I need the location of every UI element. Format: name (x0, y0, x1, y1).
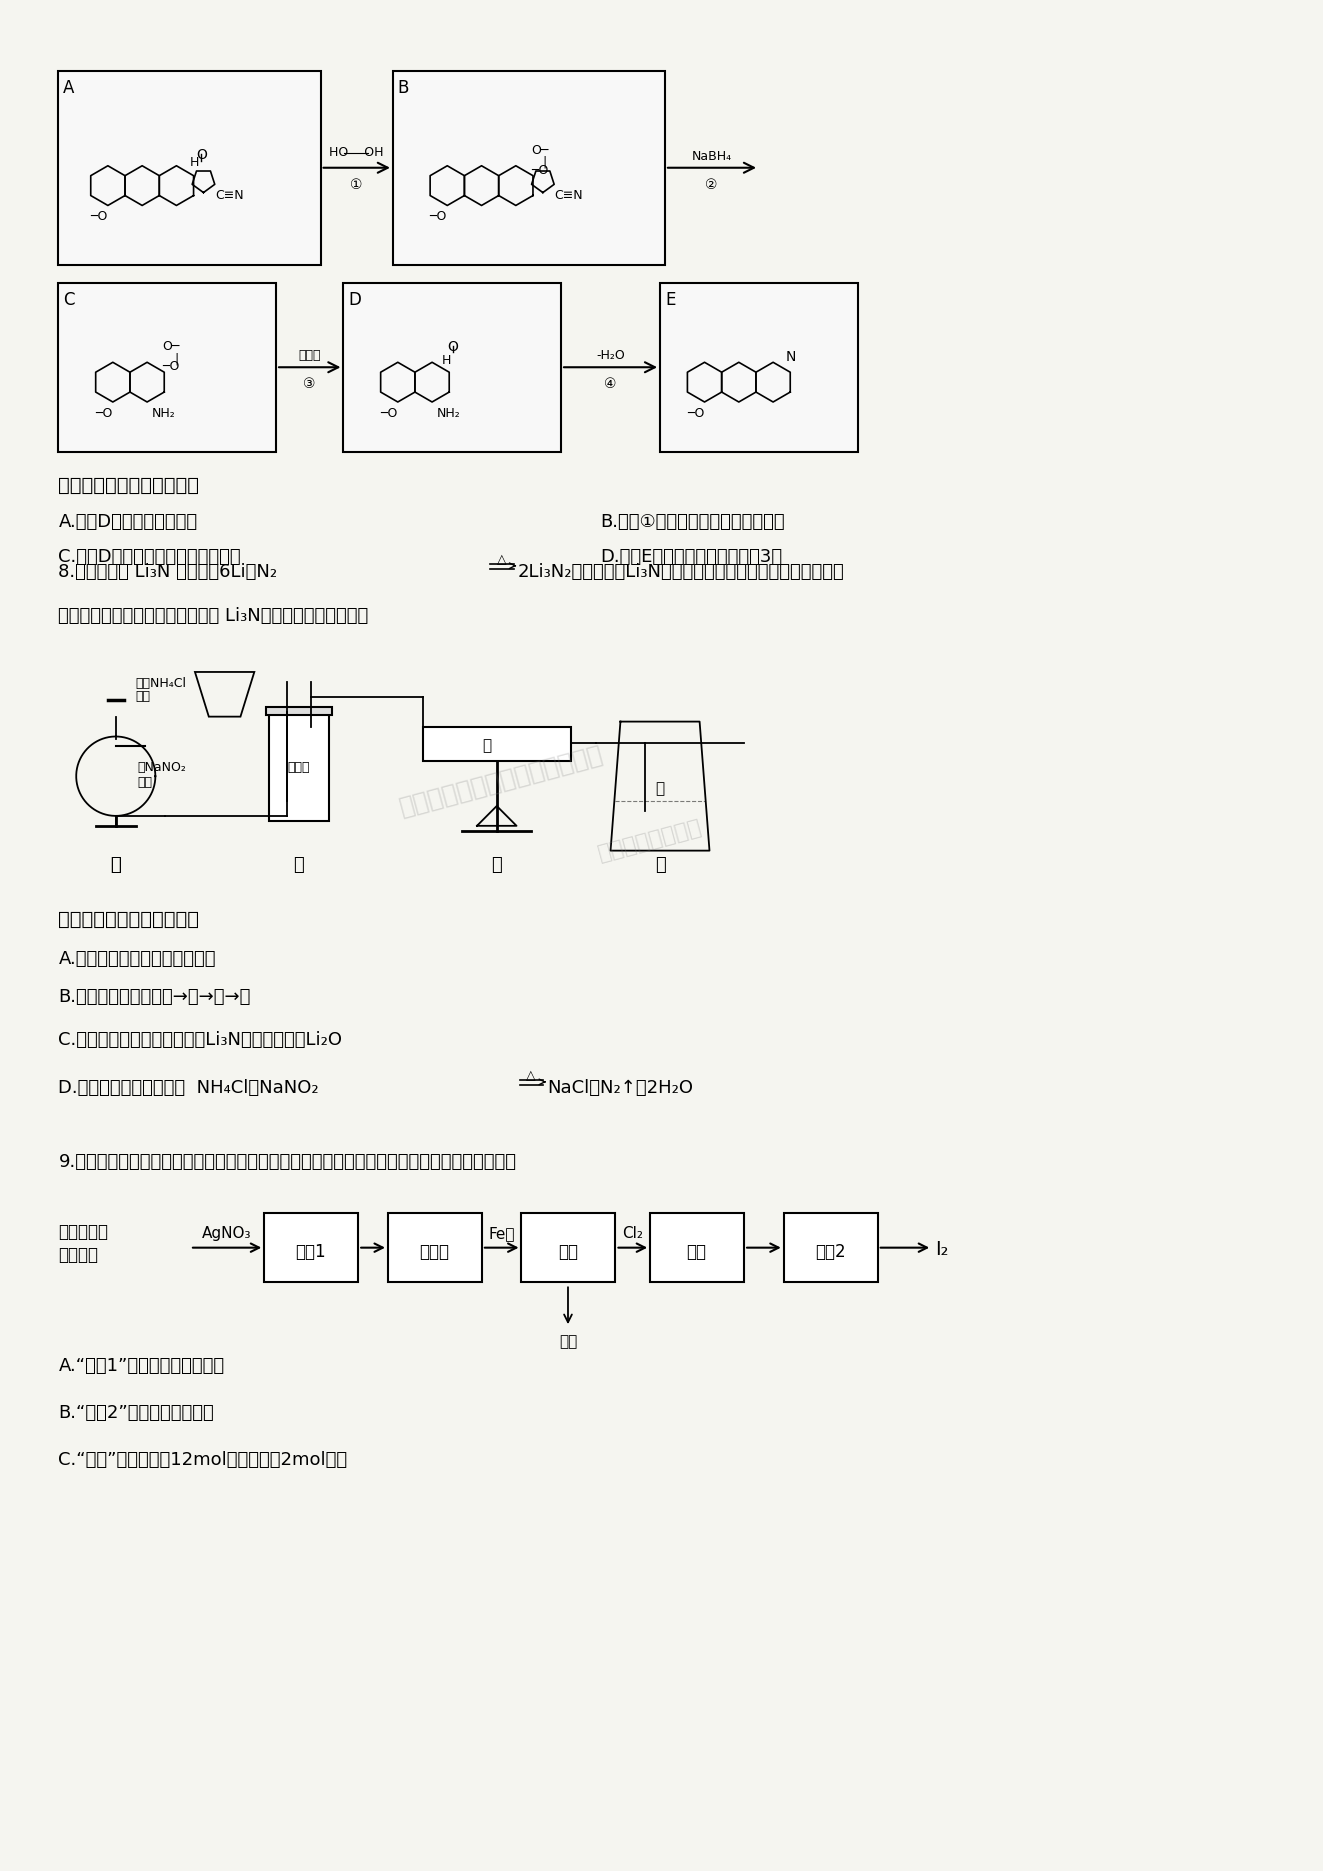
Bar (783, 1212, 877, 1282)
Text: ─O: ─O (687, 408, 704, 419)
Text: D.分子E中手性碳原子的个数为3个: D.分子E中手性碳原子的个数为3个 (601, 548, 783, 565)
Text: 溶液: 溶液 (135, 690, 151, 703)
Text: 饱和NH₄Cl: 饱和NH₄Cl (135, 677, 187, 690)
Text: A.实验时应先点燃甲处的酒精灯: A.实验时应先点燃甲处的酒精灯 (58, 950, 216, 967)
Text: 8.实验室制备 Li₃N 的原理是6Li＋N₂: 8.实验室制备 Li₃N 的原理是6Li＋N₂ (58, 563, 278, 580)
Text: AgNO₃: AgNO₃ (202, 1226, 251, 1240)
Text: 第一时间获取资料: 第一时间获取资料 (595, 818, 704, 864)
Bar (265, 1212, 359, 1282)
Text: NH₂: NH₂ (437, 408, 460, 419)
Bar (660, 283, 857, 451)
Text: B.“操作2”可以有反萌取操作: B.“操作2”可以有反萌取操作 (58, 1405, 214, 1422)
Text: C: C (64, 290, 75, 309)
Text: Fe粉: Fe粉 (488, 1226, 515, 1240)
Text: 悉浊液: 悉浊液 (419, 1242, 450, 1261)
Text: 沉淀: 沉淀 (558, 1334, 577, 1349)
Text: D: D (348, 290, 361, 309)
Text: E: E (665, 290, 675, 309)
Text: O: O (197, 148, 208, 163)
Text: 2Li₃N₂。氮化锂（Li₃N）是一种重要的化工试剂，在空气中易: 2Li₃N₂。氮化锂（Li₃N）是一种重要的化工试剂，在空气中易 (517, 563, 844, 580)
Text: ③: ③ (303, 378, 316, 391)
Bar (388, 1212, 482, 1282)
Text: B.反应①涉及到了两种有机反应类型: B.反应①涉及到了两种有机反应类型 (601, 513, 786, 531)
Bar (393, 71, 665, 266)
Text: △: △ (527, 1068, 536, 1081)
Text: 下列说法错误的是（　　）: 下列说法错误的是（ ） (58, 909, 200, 930)
Text: △: △ (496, 552, 507, 565)
Text: 净化除氮后: 净化除氮后 (58, 1224, 108, 1240)
Text: 丙: 丙 (491, 855, 503, 874)
Bar (521, 1212, 615, 1282)
Text: A.“操作1”的目的是富集磘元素: A.“操作1”的目的是富集磘元素 (58, 1356, 225, 1375)
Text: A.物质D中含有三种官能团: A.物质D中含有三种官能团 (58, 513, 197, 531)
Bar (58, 283, 277, 451)
Text: ─O: ─O (95, 408, 112, 419)
Text: 锂: 锂 (483, 739, 491, 754)
Text: H: H (189, 155, 198, 168)
Text: ①: ① (351, 178, 363, 191)
Bar (344, 283, 561, 451)
Text: 潮解，某实验小组拟设计实验制备 Li₃N（装置可重复使用）。: 潮解，某实验小组拟设计实验制备 Li₃N（装置可重复使用）。 (58, 608, 369, 625)
Text: 溶液: 溶液 (138, 776, 152, 790)
Text: NaBH₄: NaBH₄ (692, 150, 732, 163)
Text: HO    OH: HO OH (329, 146, 384, 159)
Bar (269, 711, 328, 821)
Text: N: N (786, 350, 795, 365)
Text: 稀盐酸: 稀盐酸 (299, 350, 321, 363)
Bar (422, 726, 572, 761)
Bar (266, 707, 332, 715)
Text: 浓硫酸: 浓硫酸 (287, 761, 310, 775)
Text: ─O: ─O (163, 361, 180, 374)
Text: ─O: ─O (430, 210, 447, 223)
Text: C≡N: C≡N (554, 189, 583, 202)
Text: C.“转化”过程每生成12mol沉淀，转移2mol电子: C.“转化”过程每生成12mol沉淀，转移2mol电子 (58, 1452, 348, 1469)
Text: 甲: 甲 (110, 855, 122, 874)
Text: O─: O─ (163, 341, 180, 354)
Text: 丁: 丁 (655, 855, 665, 874)
Text: O: O (447, 341, 458, 354)
Text: 9.碘广泛应用于医疗、染料等方面，下图是磘单质的一种制备方法。下列说法错误的是（　　）: 9.碘广泛应用于医疗、染料等方面，下图是磘单质的一种制备方法。下列说法错误的是（… (58, 1153, 516, 1171)
Text: ─O: ─O (531, 165, 548, 176)
Bar (58, 71, 320, 266)
Text: 甲: 甲 (110, 855, 122, 874)
Text: Cl₂: Cl₂ (622, 1226, 643, 1240)
Text: 水: 水 (655, 782, 664, 797)
Text: ②: ② (705, 178, 717, 191)
Text: 下列说法错误的是（　　）: 下列说法错误的是（ ） (58, 475, 200, 494)
Text: 转化: 转化 (558, 1242, 578, 1261)
Text: 微信搜索公众号「高考早知道」: 微信搜索公众号「高考早知道」 (397, 743, 606, 819)
Text: -H₂O: -H₂O (597, 350, 624, 363)
Text: C.若装置内空气没有排尽，则Li₃N产品中会混有Li₂O: C.若装置内空气没有排尽，则Li₃N产品中会混有Li₂O (58, 1031, 343, 1050)
Text: O─: O─ (531, 144, 548, 157)
Text: I₂: I₂ (935, 1240, 949, 1259)
Bar (650, 1212, 744, 1282)
Text: ─O: ─O (380, 408, 397, 419)
Text: C≡N: C≡N (216, 189, 243, 202)
Text: |: | (542, 155, 548, 168)
Text: A: A (64, 79, 74, 97)
Text: ─O: ─O (90, 210, 107, 223)
Text: 浓NaNO₂: 浓NaNO₂ (138, 761, 187, 775)
Text: |: | (175, 352, 179, 365)
Text: B: B (398, 79, 409, 97)
Text: 含磘废水: 含磘废水 (58, 1246, 98, 1263)
Text: ④: ④ (605, 378, 617, 391)
Text: 操作1: 操作1 (295, 1242, 325, 1261)
Text: B.装置的连接顺序为甲→乙→丙→丁: B.装置的连接顺序为甲→乙→丙→丁 (58, 988, 251, 1005)
Text: H: H (442, 354, 451, 367)
Text: D.甲装置主要发生反应：  NH₄Cl＋NaNO₂: D.甲装置主要发生反应： NH₄Cl＋NaNO₂ (58, 1080, 319, 1096)
Text: 操作2: 操作2 (815, 1242, 845, 1261)
Text: 氧化: 氧化 (687, 1242, 706, 1261)
Text: 乙: 乙 (294, 855, 304, 874)
Text: NaCl＋N₂↑＋2H₂O: NaCl＋N₂↑＋2H₂O (548, 1080, 693, 1096)
Text: C.物质D能使酸性高锰酸钒溶液褮色: C.物质D能使酸性高锰酸钒溶液褮色 (58, 548, 241, 565)
Text: NH₂: NH₂ (152, 408, 176, 419)
